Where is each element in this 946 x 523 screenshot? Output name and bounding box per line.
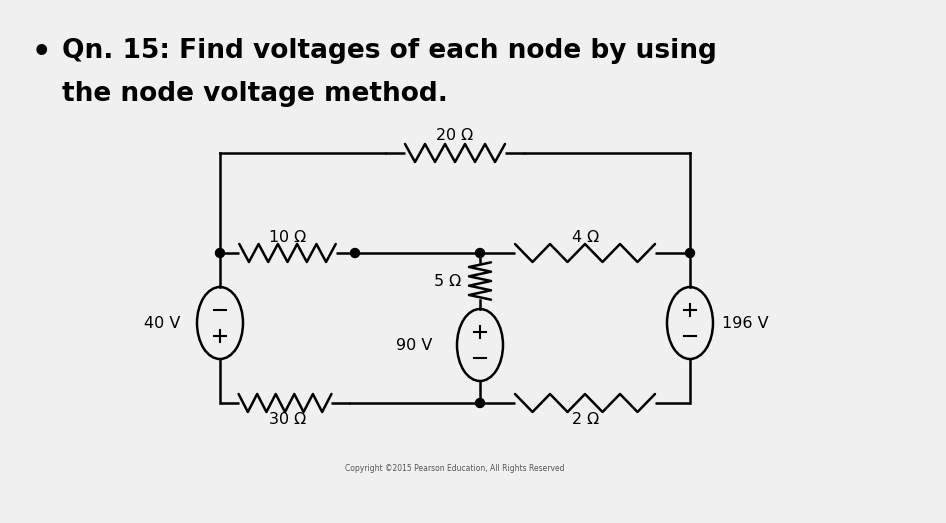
Circle shape <box>351 248 359 257</box>
Text: 90 V: 90 V <box>395 337 432 353</box>
Text: the node voltage method.: the node voltage method. <box>62 81 447 107</box>
Text: 4 $\Omega$: 4 $\Omega$ <box>570 229 600 245</box>
Text: Copyright ©2015 Pearson Education, All Rights Reserved: Copyright ©2015 Pearson Education, All R… <box>345 464 565 473</box>
Text: 196 V: 196 V <box>722 315 768 331</box>
Circle shape <box>686 248 694 257</box>
Text: 20 $\Omega$: 20 $\Omega$ <box>435 127 475 143</box>
Text: Qn. 15: Find voltages of each node by using: Qn. 15: Find voltages of each node by us… <box>62 38 717 64</box>
Text: 10 $\Omega$: 10 $\Omega$ <box>268 229 307 245</box>
Circle shape <box>476 399 484 407</box>
Text: 30 $\Omega$: 30 $\Omega$ <box>268 411 307 427</box>
Circle shape <box>476 248 484 257</box>
Text: 2 $\Omega$: 2 $\Omega$ <box>570 411 600 427</box>
Text: 40 V: 40 V <box>144 315 180 331</box>
Text: •: • <box>32 38 51 67</box>
Text: 5 $\Omega$: 5 $\Omega$ <box>433 273 462 289</box>
Circle shape <box>216 248 224 257</box>
